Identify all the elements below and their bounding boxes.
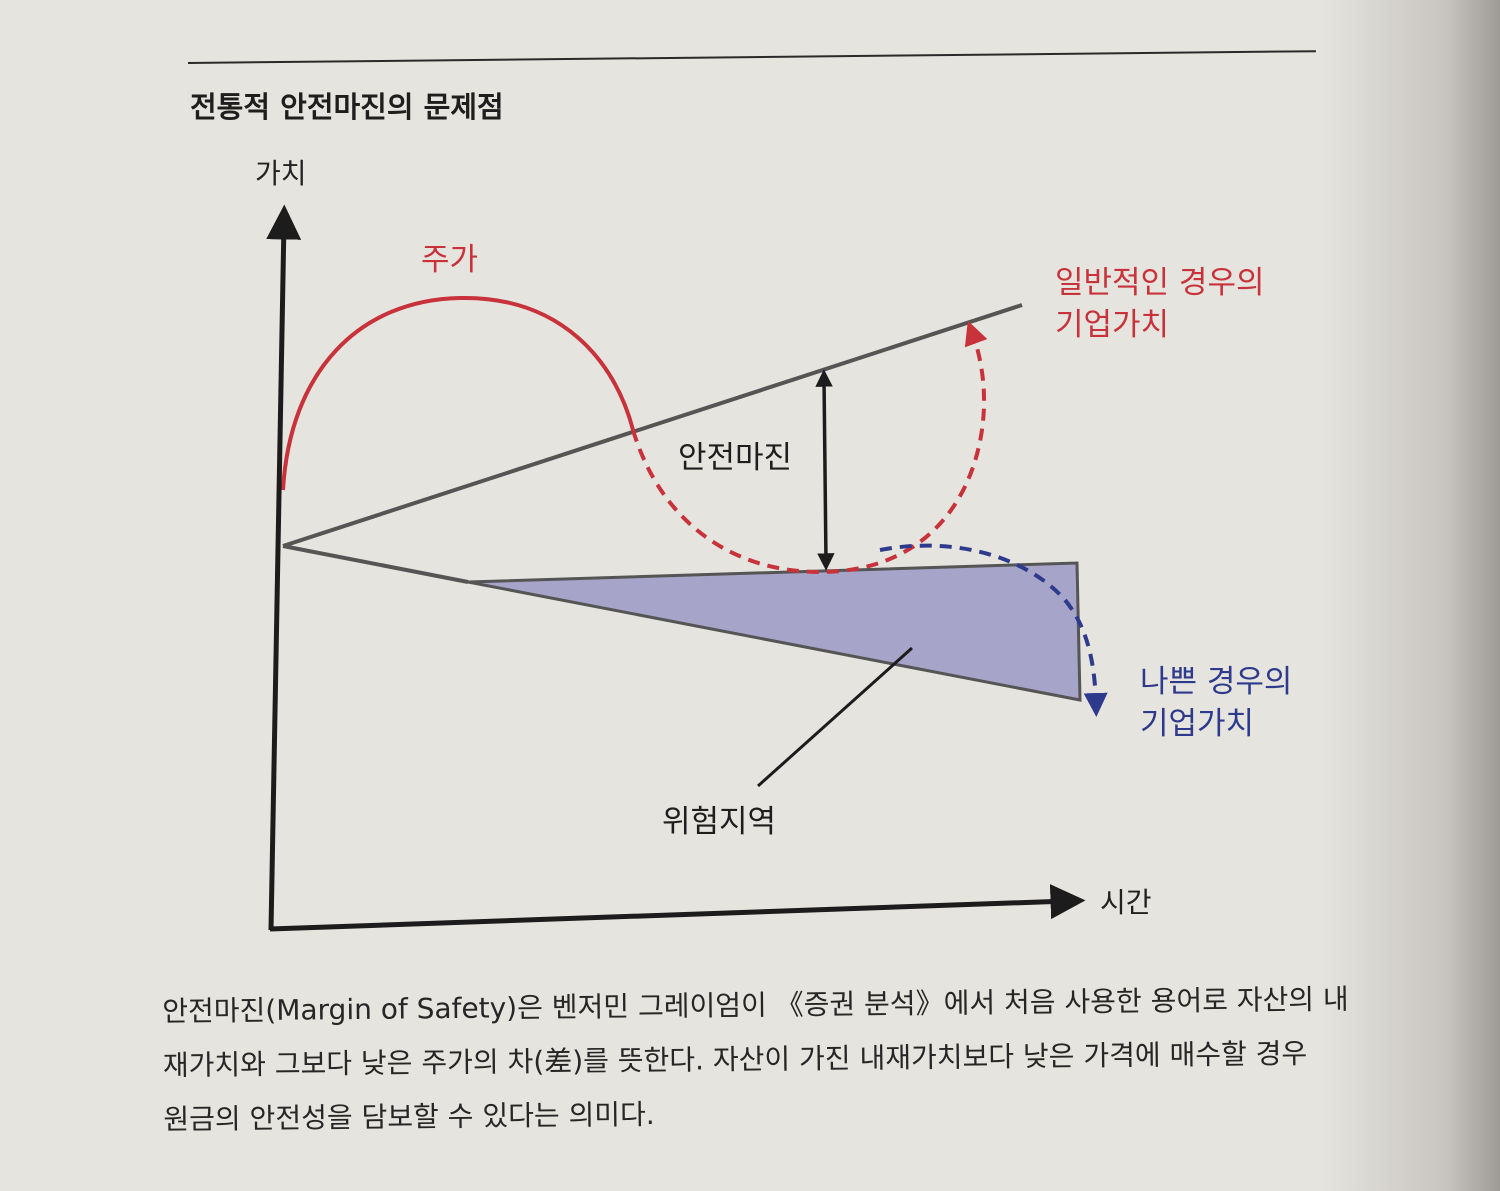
stock-price-projection [631,320,988,575]
y-axis-label: 가치 [255,157,307,190]
stock-price-curve [281,295,635,491]
bad-case-value-line [282,544,469,584]
x-axis [269,884,1086,932]
stock-price-label: 주가 [421,242,478,278]
figure-title: 전통적 안전마진의 문제점 [190,90,504,124]
bad-case-projection [879,543,1108,717]
risk-zone-area [467,561,1082,702]
margin-arrow [815,369,835,571]
y-axis [266,204,302,931]
bad-case-label-line2: 기업가치 [1140,706,1254,742]
normal-case-label-line1: 일반적인 경우의 [1055,265,1265,301]
normal-case-label-line2: 기업가치 [1055,307,1169,343]
figure-caption: 안전마진(Margin of Safety)은 벤저민 그레이엄이 《증권 분석… [162,972,1394,1147]
risk-zone-label: 위험지역 [662,804,776,840]
risk-zone-pointer [756,646,914,788]
bad-case-label-line1: 나쁜 경우의 [1140,664,1292,700]
x-axis-label: 시간 [1100,886,1152,919]
normal-case-value-line [282,303,1023,548]
margin-label: 안전마진 [678,440,792,476]
